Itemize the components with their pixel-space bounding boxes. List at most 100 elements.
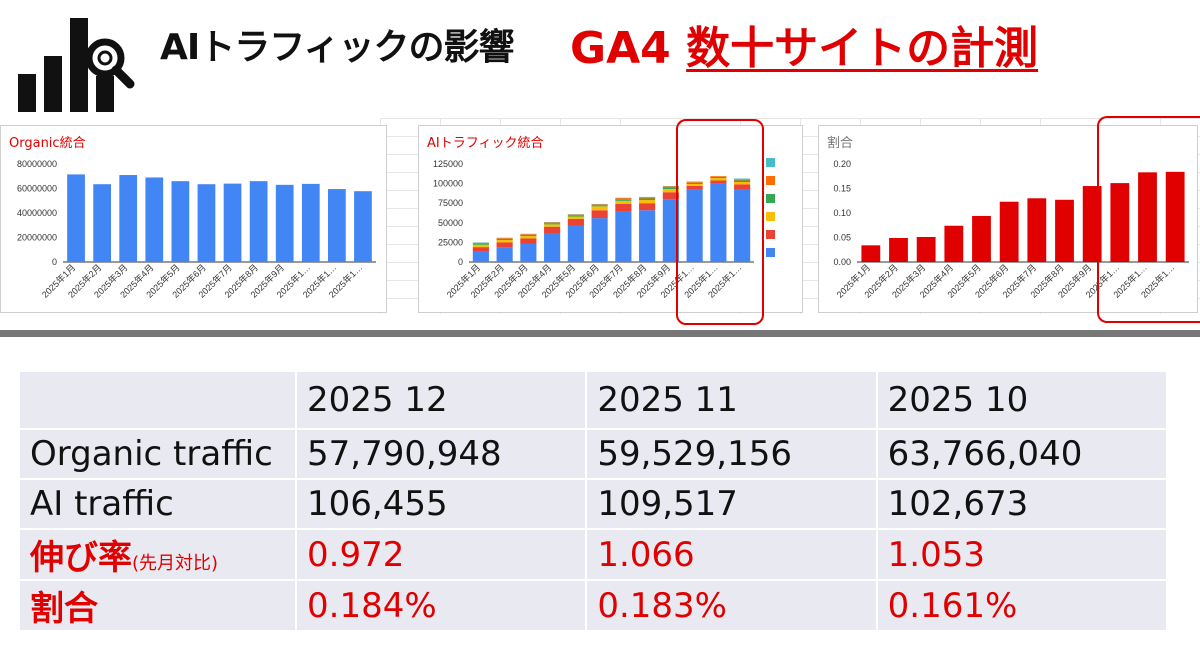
- y-tick-label: 0: [52, 257, 57, 267]
- bar-segment: [496, 242, 513, 248]
- organic-chart-title: Organic統合: [9, 136, 86, 151]
- bar-segment: [734, 182, 751, 185]
- bar-segment: [639, 203, 656, 211]
- growth-label: 伸び率: [30, 538, 132, 578]
- table-header-col: 2025 12: [297, 372, 586, 428]
- legend-swatch: [766, 158, 775, 167]
- y-tick-label: 0: [458, 257, 463, 267]
- page-subtitle: GA4 数十サイトの計測: [570, 12, 1038, 76]
- bar-segment: [496, 238, 513, 239]
- table-cell: 0.972: [297, 530, 586, 579]
- bar-segment: [734, 184, 751, 190]
- bar-segment: [662, 186, 679, 188]
- ratio-chart-panel: 0.00 0.05 0.10 0.15 0.20 2025年1月 2025年2月 2025年3…: [818, 125, 1198, 313]
- bar-segment: [591, 204, 608, 206]
- bar-segment: [662, 199, 679, 262]
- table-row: 伸び率(先月対比) 0.972 1.066 1.053: [20, 530, 1166, 579]
- y-tick-label: 100000: [433, 179, 463, 189]
- table-cell: 109,517: [587, 480, 876, 528]
- bar-segment: [710, 178, 727, 181]
- table-header-col: 2025 10: [877, 372, 1166, 428]
- organic-chart-panel: 0 20000000 40000000 60000000 80000000 2025年1月…: [0, 125, 387, 313]
- table-cell: 1.053: [877, 530, 1166, 579]
- ai-traffic-chart-title: AIトラフィック統合: [427, 136, 544, 151]
- table-cell: 102,673: [877, 480, 1166, 528]
- section-divider: [0, 330, 1200, 337]
- bar-segment: [544, 232, 561, 262]
- legend-swatch: [766, 212, 775, 221]
- bar-segment: [472, 251, 489, 262]
- bar-segment: [686, 185, 703, 190]
- bar-segment: [472, 244, 489, 248]
- bar: [972, 215, 991, 262]
- bar: [944, 225, 964, 262]
- bar: [861, 245, 881, 262]
- bar-segment: [567, 218, 584, 226]
- y-tick-label: 20000000: [17, 233, 57, 243]
- table-cell: 1.066: [587, 530, 876, 579]
- table-row: Organic traffic 57,790,948 59,529,156 63…: [20, 430, 1166, 478]
- bar: [145, 177, 164, 262]
- bar: [67, 174, 85, 262]
- bar-segment: [615, 198, 632, 200]
- bar-segment: [591, 218, 608, 262]
- bar: [999, 201, 1019, 262]
- bar-segment: [496, 247, 513, 262]
- ratio-chart-title: 割合: [827, 136, 854, 151]
- y-tick-label: 0.20: [833, 159, 851, 169]
- bar-segment: [734, 180, 751, 183]
- bar: [249, 181, 268, 262]
- table-cell: 57,790,948: [297, 430, 586, 478]
- bar-segment: [710, 183, 727, 262]
- bar: [1027, 198, 1047, 262]
- highlight-box-ratio-recent: [1097, 116, 1200, 323]
- summary-table: 2025 12 2025 11 2025 10 Organic traffic …: [18, 370, 1168, 632]
- row-label-ratio: 割合: [20, 581, 295, 630]
- bar-segment: [520, 236, 537, 239]
- bar: [1138, 172, 1157, 262]
- table-cell: 0.184%: [297, 581, 586, 630]
- bar: [301, 183, 320, 262]
- bar: [1165, 171, 1185, 262]
- legend-swatch: [766, 230, 775, 239]
- legend-swatch: [766, 248, 775, 257]
- bar: [1082, 186, 1102, 262]
- table-row: AI traffic 106,455 109,517 102,673: [20, 480, 1166, 528]
- bar-segment: [544, 223, 561, 225]
- bar-segment: [686, 182, 703, 183]
- bar: [1110, 183, 1130, 262]
- bar-segment: [496, 240, 513, 243]
- row-label-growth: 伸び率(先月対比): [20, 530, 295, 579]
- bar-segment: [686, 183, 703, 186]
- bar: [1055, 199, 1074, 262]
- bar-segment: [472, 242, 489, 244]
- table-header-col: 2025 11: [587, 372, 876, 428]
- bar-segment: [544, 222, 561, 224]
- bar-segment: [615, 211, 632, 262]
- bar-segment: [639, 210, 656, 262]
- y-tick-label: 0.05: [833, 233, 851, 243]
- bar-segment: [615, 203, 632, 212]
- bar-segment: [686, 189, 703, 262]
- bar-segment: [734, 179, 751, 181]
- y-tick-label: 0.15: [833, 184, 851, 194]
- bar-segment: [567, 225, 584, 262]
- row-label-ai: AI traffic: [20, 480, 295, 528]
- ai-traffic-chart: 02500050000750001000001250002025年1月2025年…: [433, 158, 775, 300]
- legend-swatch: [766, 176, 775, 185]
- bar-segment: [544, 226, 561, 233]
- bar-segment: [710, 176, 727, 177]
- page-title: AIトラフィックの影響: [160, 27, 515, 68]
- bar: [119, 175, 138, 262]
- subtitle-prefix: GA4: [570, 23, 671, 74]
- bar: [328, 189, 346, 262]
- bar-segment: [686, 181, 703, 183]
- bar-segment: [639, 200, 656, 204]
- bar-segment: [496, 238, 513, 241]
- bar-segment: [591, 210, 608, 219]
- bar-segment: [662, 187, 679, 190]
- organic-chart: 0200000004000000060000000800000002025年1月…: [17, 159, 376, 300]
- bar: [889, 237, 908, 262]
- growth-label-suffix: (先月対比): [132, 553, 219, 574]
- bar-segment: [615, 199, 632, 201]
